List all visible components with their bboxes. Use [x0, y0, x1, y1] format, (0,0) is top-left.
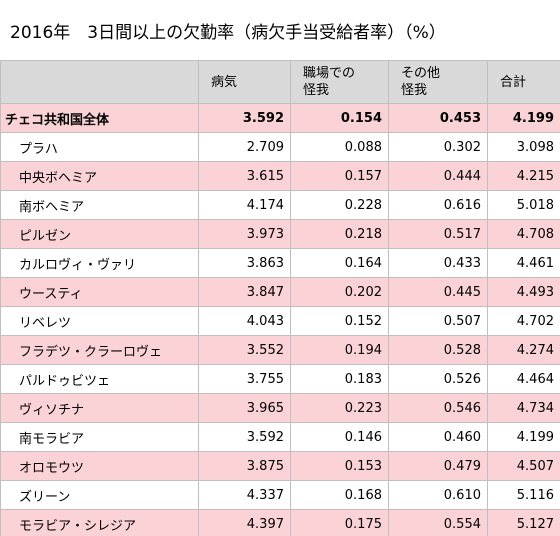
value-cell: 0.152 — [290, 306, 389, 336]
table-row: チェコ共和国全体 3.592 0.154 0.453 4.199 — [0, 103, 560, 133]
region-cell: ピルゼン — [0, 219, 199, 249]
value-cell: 5.127 — [487, 509, 560, 536]
value-cell: 3.973 — [198, 219, 291, 249]
table-row: カルロヴィ・ヴァリ 3.863 0.164 0.433 4.461 — [0, 248, 560, 278]
value-cell: 4.337 — [198, 480, 291, 510]
value-cell: 0.175 — [290, 509, 389, 536]
table-row: リベレツ 4.043 0.152 0.507 4.702 — [0, 306, 560, 336]
value-cell: 0.445 — [388, 277, 488, 307]
table-row: プラハ 2.709 0.088 0.302 3.098 — [0, 132, 560, 162]
table-row: フラデツ・クラーロヴェ 3.552 0.194 0.528 4.274 — [0, 335, 560, 365]
table-row: 中央ボヘミア 3.615 0.157 0.444 4.215 — [0, 161, 560, 191]
value-cell: 0.546 — [388, 393, 488, 423]
value-cell: 0.460 — [388, 422, 488, 452]
table-row: ピルゼン 3.973 0.218 0.517 4.708 — [0, 219, 560, 249]
table-row: パルドゥビツェ 3.755 0.183 0.526 4.464 — [0, 364, 560, 394]
table-row: オロモウツ 3.875 0.153 0.479 4.507 — [0, 451, 560, 481]
value-cell: 3.098 — [487, 132, 560, 162]
value-cell: 0.453 — [388, 103, 488, 133]
value-cell: 0.610 — [388, 480, 488, 510]
value-cell: 3.592 — [198, 103, 291, 133]
value-cell: 3.615 — [198, 161, 291, 191]
region-cell: オロモウツ — [0, 451, 199, 481]
value-cell: 3.847 — [198, 277, 291, 307]
region-cell: パルドゥビツェ — [0, 364, 199, 394]
value-cell: 3.552 — [198, 335, 291, 365]
value-cell: 3.875 — [198, 451, 291, 481]
value-cell: 0.154 — [290, 103, 389, 133]
region-cell: チェコ共和国全体 — [0, 103, 199, 133]
value-cell: 0.202 — [290, 277, 389, 307]
value-cell: 0.616 — [388, 190, 488, 220]
value-cell: 4.397 — [198, 509, 291, 536]
value-cell: 3.863 — [198, 248, 291, 278]
value-cell: 5.116 — [487, 480, 560, 510]
table-row: ヴィソチナ 3.965 0.223 0.546 4.734 — [0, 393, 560, 423]
value-cell: 0.433 — [388, 248, 488, 278]
table-row: 南ボヘミア 4.174 0.228 0.616 5.018 — [0, 190, 560, 220]
value-cell: 4.461 — [487, 248, 560, 278]
value-cell: 4.199 — [487, 103, 560, 133]
value-cell: 0.554 — [388, 509, 488, 536]
region-cell: リベレツ — [0, 306, 199, 336]
value-cell: 3.592 — [198, 422, 291, 452]
header-cell: その他 怪我 — [388, 60, 488, 104]
table-row: 南モラビア 3.592 0.146 0.460 4.199 — [0, 422, 560, 452]
value-cell: 0.228 — [290, 190, 389, 220]
region-cell: ヴィソチナ — [0, 393, 199, 423]
table-row: ウースティ 3.847 0.202 0.445 4.493 — [0, 277, 560, 307]
value-cell: 0.479 — [388, 451, 488, 481]
value-cell: 4.464 — [487, 364, 560, 394]
value-cell: 4.199 — [487, 422, 560, 452]
header-cell: 職場での 怪我 — [290, 60, 389, 104]
value-cell: 0.302 — [388, 132, 488, 162]
value-cell: 5.018 — [487, 190, 560, 220]
value-cell: 4.274 — [487, 335, 560, 365]
value-cell: 4.702 — [487, 306, 560, 336]
value-cell: 0.223 — [290, 393, 389, 423]
value-cell: 3.755 — [198, 364, 291, 394]
value-cell: 4.734 — [487, 393, 560, 423]
region-cell: 中央ボヘミア — [0, 161, 199, 191]
value-cell: 4.215 — [487, 161, 560, 191]
value-cell: 4.043 — [198, 306, 291, 336]
region-cell: ウースティ — [0, 277, 199, 307]
header-row: 病気 職場での 怪我 その他 怪我 合計 — [0, 60, 560, 104]
header-cell: 病気 — [198, 60, 291, 104]
value-cell: 3.965 — [198, 393, 291, 423]
value-cell: 4.507 — [487, 451, 560, 481]
value-cell: 0.183 — [290, 364, 389, 394]
region-cell: ズリーン — [0, 480, 199, 510]
value-cell: 0.528 — [388, 335, 488, 365]
value-cell: 4.708 — [487, 219, 560, 249]
region-cell: モラビア・シレジア — [0, 509, 199, 536]
table-row: モラビア・シレジア 4.397 0.175 0.554 5.127 — [0, 509, 560, 536]
header-cell: 合計 — [487, 60, 560, 104]
title: 2016年 3日間以上の欠勤率（病欠手当受給者率）（%） — [10, 23, 446, 43]
value-cell: 0.194 — [290, 335, 389, 365]
region-cell: カルロヴィ・ヴァリ — [0, 248, 199, 278]
header-cell — [0, 60, 199, 104]
region-cell: 南モラビア — [0, 422, 199, 452]
table-row: ズリーン 4.337 0.168 0.610 5.116 — [0, 480, 560, 510]
value-cell: 0.168 — [290, 480, 389, 510]
value-cell: 0.218 — [290, 219, 389, 249]
value-cell: 0.444 — [388, 161, 488, 191]
value-cell: 0.507 — [388, 306, 488, 336]
value-cell: 0.153 — [290, 451, 389, 481]
region-cell: フラデツ・クラーロヴェ — [0, 335, 199, 365]
table: 病気 職場での 怪我 その他 怪我 合計 チェコ共和国全体 3.592 0.154 0.45… — [0, 60, 560, 536]
value-cell: 0.526 — [388, 364, 488, 394]
value-cell: 2.709 — [198, 132, 291, 162]
value-cell: 0.517 — [388, 219, 488, 249]
value-cell: 4.174 — [198, 190, 291, 220]
value-cell: 4.493 — [487, 277, 560, 307]
value-cell: 0.157 — [290, 161, 389, 191]
value-cell: 0.146 — [290, 422, 389, 452]
region-cell: プラハ — [0, 132, 199, 162]
value-cell: 0.164 — [290, 248, 389, 278]
region-cell: 南ボヘミア — [0, 190, 199, 220]
value-cell: 0.088 — [290, 132, 389, 162]
